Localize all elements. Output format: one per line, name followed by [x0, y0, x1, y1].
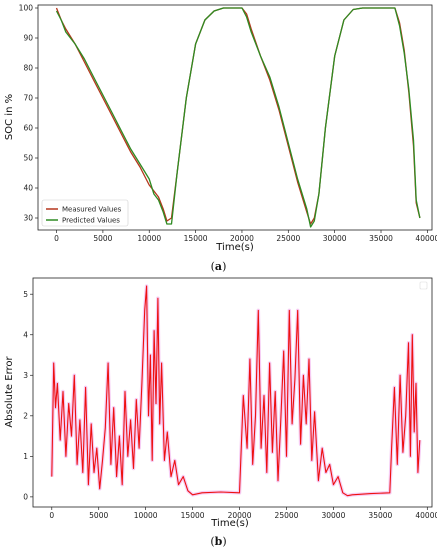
chart-b-x-tick-label: 40000 — [415, 511, 437, 520]
legend-label-measured: Measured Values — [62, 206, 122, 214]
chart-a-y-tick-label: 40 — [23, 184, 33, 193]
chart-b-x-tick-label: 30000 — [321, 511, 345, 520]
chart-a-x-tick-label: 0 — [54, 234, 59, 243]
chart-b-y-tick-label: 3 — [23, 371, 28, 380]
panel-caption-a: (a) — [211, 260, 227, 273]
chart-a-y-tick-label: 30 — [23, 214, 33, 223]
chart-b-y-tick-label: 2 — [23, 411, 28, 420]
chart-a-frame — [37, 4, 433, 231]
chart-b-y-tick-label: 5 — [23, 290, 28, 299]
chart-a-y-ticks: 30 40 50 60 70 80 90 100 — [19, 4, 38, 223]
chart-b-x-tick-label: 15000 — [181, 511, 205, 520]
chart-a-series-line-1 — [55, 7, 421, 228]
chart-a-y-tick-label: 90 — [23, 34, 33, 43]
chart-b-x-axis-label: Time(s) — [210, 518, 249, 529]
chart-b-x-ticks: 0 5000 10000 15000 20000 25000 30000 35000 40000 — [49, 507, 437, 520]
chart-a-x-tick-label: 30000 — [323, 234, 347, 243]
chart-a-x-tick-label: 15000 — [184, 234, 208, 243]
chart-a-x-tick-label: 10000 — [137, 234, 161, 243]
chart-b-y-tick-label: 0 — [23, 492, 28, 501]
chart-a-legend: Measured Values Predicted Values — [41, 199, 129, 227]
chart-a-x-tick-label: 35000 — [369, 234, 393, 243]
chart-b-x-tick-label: 10000 — [134, 511, 158, 520]
chart-b-x-tick-label: 5000 — [89, 511, 108, 520]
chart-b-y-tick-label: 1 — [23, 452, 28, 461]
chart-a-x-tick-label: 5000 — [93, 234, 112, 243]
chart-b-x-tick-label: 0 — [49, 511, 54, 520]
chart-a-x-tick-label: 25000 — [276, 234, 300, 243]
chart-a: 0 5000 10000 15000 20000 25000 30000 35000 40000… — [4, 4, 437, 273]
chart-b-y-ticks: 0 1 2 3 4 5 — [23, 290, 33, 501]
chart-a-x-ticks: 0 5000 10000 15000 20000 25000 30000 35000 40000 — [54, 230, 437, 243]
chart-a-y-tick-label: 80 — [23, 64, 33, 73]
legend-label-predicted: Predicted Values — [62, 217, 120, 225]
legend-frame — [41, 199, 129, 227]
chart-b-x-tick-label: 20000 — [228, 511, 252, 520]
chart-a-y-axis-label: SOC in % — [4, 94, 15, 140]
chart-b-legend-box — [419, 281, 428, 290]
chart-a-x-tick-label: 40000 — [415, 234, 437, 243]
chart-a-x-axis-label: Time(s) — [215, 242, 254, 253]
chart-b-series-line-0 — [51, 285, 421, 497]
chart-a-y-tick-label: 60 — [23, 124, 33, 133]
chart-a-x-tick-label: 20000 — [230, 234, 254, 243]
chart-a-y-tick-label: 50 — [23, 154, 33, 163]
chart-b-x-tick-label: 25000 — [275, 511, 299, 520]
panel-caption-b: (b) — [210, 535, 226, 548]
chart-b-y-axis-label: Absolute Error — [4, 355, 15, 427]
chart-b-y-tick-label: 4 — [23, 330, 28, 339]
chart-b-x-tick-label: 35000 — [368, 511, 392, 520]
chart-b-series-lines — [50, 284, 422, 498]
chart-b: 0 5000 10000 15000 20000 25000 30000 35000 40000… — [4, 277, 437, 548]
chart-a-series-lines — [55, 7, 421, 228]
chart-a-y-tick-label: 100 — [19, 4, 34, 13]
chart-a-y-tick-label: 70 — [23, 94, 33, 103]
